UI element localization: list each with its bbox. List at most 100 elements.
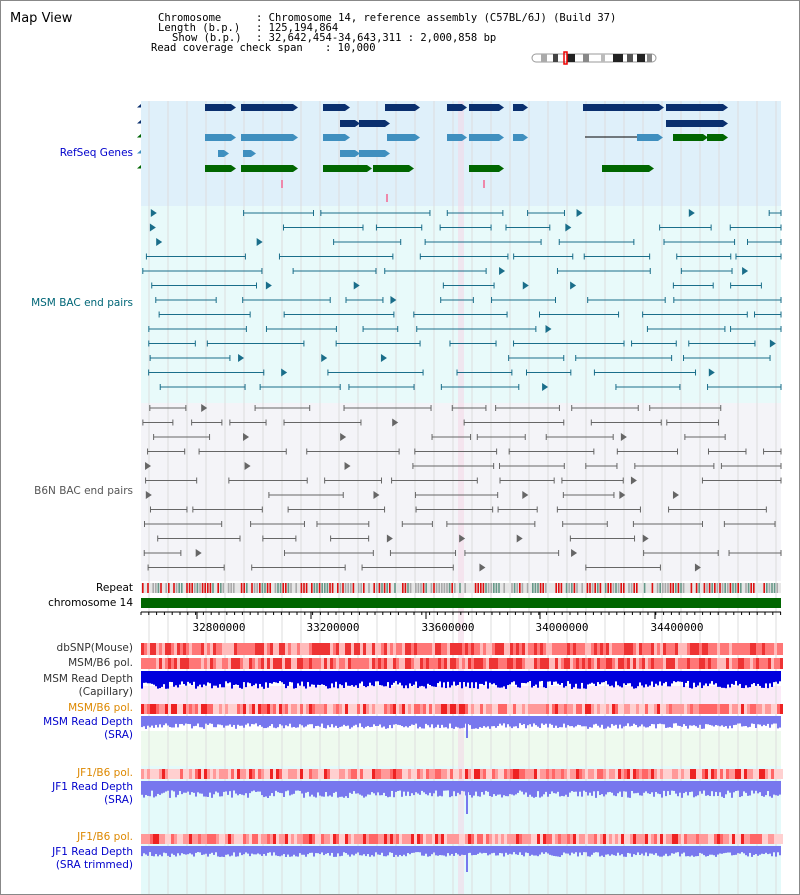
repeat-element: [675, 583, 677, 593]
heat-cell: [324, 769, 327, 779]
msm-depth-cap-label-1[interactable]: MSM Read Depth: [43, 673, 133, 685]
depth-bar: [389, 671, 391, 688]
heat-cell: [738, 704, 741, 714]
b6n-bac-track-label[interactable]: B6N BAC end pairs: [34, 485, 133, 497]
depth-bar: [341, 716, 343, 727]
refseq-gene-features[interactable]: [137, 104, 728, 202]
heat-cell: [759, 834, 762, 844]
depth-bar: [527, 671, 529, 683]
repeat-element: [643, 583, 646, 593]
gene-arrow: [251, 150, 256, 157]
heat-cell: [540, 658, 543, 669]
heat-cell: [588, 643, 591, 655]
depth-bar: [459, 846, 461, 856]
heat-cell: [465, 643, 468, 655]
heat-cell: [423, 658, 426, 669]
repeat-track-label[interactable]: Repeat: [96, 582, 133, 594]
depth-bar: [245, 716, 247, 725]
depth-bar: [143, 716, 145, 727]
depth-bar: [445, 671, 447, 689]
heat-cell: [663, 643, 666, 655]
depth-bar: [197, 716, 199, 724]
jf1-b6-pol-label[interactable]: JF1/B6 pol.: [77, 767, 133, 779]
gene-arrow: [137, 150, 141, 157]
depth-bar: [377, 716, 379, 726]
depth-bar: [163, 781, 165, 793]
depth-bar: [351, 671, 353, 686]
heat-cell: [252, 643, 255, 655]
depth-bar: [401, 781, 403, 797]
gene-exon: [359, 150, 385, 157]
heat-cell: [678, 834, 681, 844]
heat-cell: [687, 834, 690, 844]
msm-depth-sra-label-1[interactable]: MSM Read Depth: [43, 716, 133, 728]
bac-end-marker: [619, 491, 626, 499]
jf1-b6-pol2-label[interactable]: JF1/B6 pol.: [77, 831, 133, 843]
depth-bar: [151, 781, 153, 791]
repeat-element: [724, 583, 726, 593]
heat-cell: [666, 834, 669, 844]
msm-b6-pol2-label[interactable]: MSM/B6 pol.: [68, 702, 133, 714]
depth-bar: [315, 671, 317, 688]
msm-bac-track-label[interactable]: MSM BAC end pairs: [31, 297, 133, 309]
depth-bar: [375, 716, 377, 727]
heat-cell: [522, 769, 525, 779]
jf1-depth-sra-label-1[interactable]: JF1 Read Depth: [52, 781, 133, 793]
gene-arrow: [231, 104, 236, 111]
heat-cell: [747, 704, 750, 714]
refseq-track-label[interactable]: RefSeq Genes: [59, 147, 133, 159]
msm-bac-features[interactable]: [142, 209, 782, 391]
depth-bar: [489, 716, 491, 729]
depth-bar: [421, 671, 423, 686]
chromosome-bar[interactable]: [141, 598, 781, 608]
heat-cell: [207, 658, 210, 669]
repeat-element: [274, 583, 277, 593]
heat-cell: [627, 704, 630, 714]
repeat-element: [558, 583, 560, 593]
heat-cell: [699, 704, 702, 714]
heat-cell: [366, 834, 369, 844]
gene-exon: [241, 165, 293, 172]
chromosome-ideogram[interactable]: [531, 51, 657, 65]
read-depth-tracks[interactable]: [141, 671, 781, 872]
depth-bar: [385, 671, 387, 687]
depth-bar: [327, 716, 329, 726]
depth-bar: [243, 671, 245, 683]
heat-cell: [588, 834, 591, 844]
msm-b6-pol-label[interactable]: MSM/B6 pol.: [68, 657, 133, 669]
heat-cell: [258, 834, 261, 844]
depth-bar: [169, 781, 171, 798]
depth-bar: [175, 671, 177, 686]
depth-bar: [147, 781, 149, 796]
repeat-element: [477, 583, 479, 593]
depth-bar: [717, 846, 719, 855]
bac-end-marker: [265, 281, 272, 290]
repeat-track[interactable]: [141, 583, 781, 593]
depth-bar: [665, 781, 667, 797]
repeat-element: [435, 583, 438, 593]
chromosome-track-label[interactable]: chromosome 14: [48, 597, 133, 609]
heat-cell: [147, 769, 150, 779]
depth-bar: [675, 716, 677, 724]
depth-bar: [771, 671, 773, 687]
depth-bar: [673, 671, 675, 682]
heat-cell: [510, 643, 513, 655]
polymorphism-tracks[interactable]: [141, 643, 783, 844]
heat-cell: [654, 658, 657, 669]
heat-cell: [384, 704, 387, 714]
depth-bar: [351, 846, 353, 855]
dbsnp-track-label[interactable]: dbSNP(Mouse): [56, 642, 133, 654]
b6n-bac-features[interactable]: [142, 404, 782, 572]
depth-bar: [625, 671, 627, 686]
heat-cell: [750, 769, 753, 779]
depth-bar: [505, 671, 507, 689]
jf1-depth-trim-label-1[interactable]: JF1 Read Depth: [52, 846, 133, 858]
heat-cell: [489, 704, 492, 714]
depth-bar: [711, 846, 713, 855]
depth-bar: [377, 846, 379, 855]
depth-bar: [575, 846, 577, 853]
heat-cell: [333, 769, 336, 779]
heat-cell: [294, 658, 297, 669]
depth-bar: [737, 781, 739, 791]
